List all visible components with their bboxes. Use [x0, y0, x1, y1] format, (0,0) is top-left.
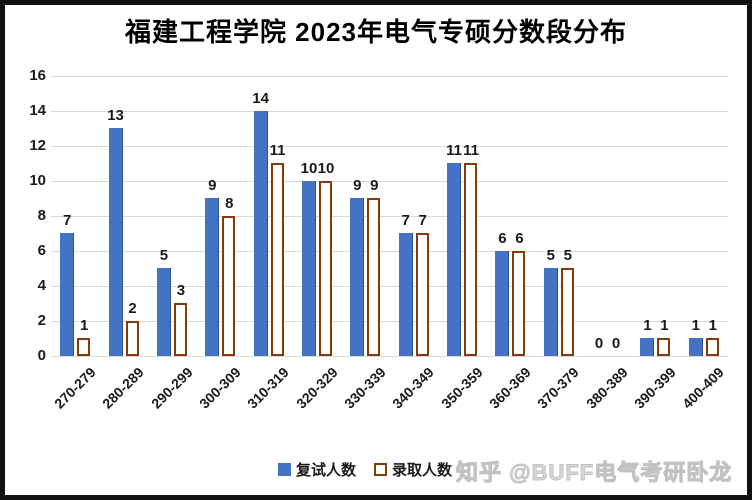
data-label-luqu-370-379: 5 — [563, 247, 572, 264]
data-label-fushi-330-339: 9 — [353, 177, 362, 194]
data-label-luqu-290-299: 3 — [176, 282, 186, 299]
bar-luqu-400-409 — [705, 338, 719, 356]
data-label-fushi-370-379: 5 — [546, 247, 555, 264]
x-axis-tick-label: 310-319 — [244, 364, 292, 412]
bar-fushi-330-339 — [350, 198, 365, 356]
bar-luqu-280-289 — [125, 321, 139, 356]
y-axis-tick-label: 6 — [37, 242, 46, 259]
data-label-fushi-400-409: 1 — [691, 317, 700, 334]
x-axis-tick-label: 300-309 — [195, 364, 244, 412]
bar-luqu-310-319 — [270, 163, 284, 356]
gridline-y-2 — [51, 321, 728, 322]
x-axis-tick-label: 380-389 — [582, 364, 631, 412]
chart-title: 福建工程学院 2023年电气专硕分数段分布 — [124, 17, 628, 47]
y-axis-tick-label: 2 — [37, 312, 46, 329]
data-label-fushi-320-329: 10 — [300, 160, 318, 177]
bar-luqu-360-369 — [512, 251, 526, 356]
data-label-luqu-270-279: 1 — [80, 317, 89, 334]
bar-luqu-290-299 — [173, 303, 187, 356]
bar-luqu-300-309 — [222, 216, 236, 356]
bar-luqu-350-359 — [464, 163, 478, 356]
gridline-y-14 — [51, 111, 728, 112]
y-axis-tick-label: 8 — [37, 207, 46, 224]
data-label-fushi-350-359: 11 — [446, 142, 462, 159]
x-axis-tick-label: 280-289 — [99, 364, 147, 412]
legend-item-luqu: 录取人数 — [374, 459, 452, 480]
gridline-y-8 — [51, 216, 728, 217]
bar-luqu-330-339 — [367, 198, 381, 356]
data-label-fushi-290-299: 5 — [159, 247, 169, 264]
bar-fushi-340-349 — [398, 233, 413, 356]
x-axis-tick-label: 350-359 — [437, 364, 486, 412]
y-axis-tick-label: 0 — [37, 347, 46, 364]
y-axis-tick-label: 14 — [29, 102, 46, 119]
data-label-luqu-380-389: 0 — [611, 335, 621, 352]
bar-luqu-340-349 — [415, 233, 429, 356]
gridline-y-0 — [51, 356, 728, 357]
data-label-luqu-390-399: 1 — [660, 317, 669, 334]
legend-label-fushi: 复试人数 — [296, 462, 357, 479]
bar-fushi-320-329 — [301, 181, 316, 356]
data-label-luqu-280-289: 2 — [128, 300, 137, 317]
x-axis-tick-label: 320-329 — [292, 364, 341, 412]
x-axis-tick-label: 370-379 — [534, 364, 583, 412]
data-label-fushi-340-349: 7 — [401, 212, 410, 229]
bar-fushi-290-299 — [156, 268, 171, 356]
x-axis-tick-label: 340-349 — [389, 364, 438, 412]
bar-fushi-350-359 — [447, 163, 462, 356]
x-axis-tick-label: 390-399 — [631, 364, 679, 412]
gridline-y-10 — [51, 181, 728, 182]
gridline-y-6 — [51, 251, 728, 252]
bar-fushi-370-379 — [543, 268, 558, 356]
bar-luqu-270-279 — [77, 338, 91, 356]
x-axis-tick-label: 330-339 — [340, 364, 389, 412]
watermark-zhihu: 知乎 @BUFF电气考研卧龙 — [455, 460, 733, 486]
data-label-fushi-360-369: 6 — [498, 230, 507, 247]
data-label-fushi-380-389: 0 — [594, 335, 604, 352]
data-label-luqu-310-319: 11 — [269, 142, 286, 159]
data-label-luqu-320-329: 10 — [317, 160, 335, 177]
bar-luqu-320-329 — [318, 181, 332, 356]
data-label-fushi-280-289: 13 — [107, 107, 124, 124]
bar-fushi-280-289 — [108, 128, 123, 356]
bar-fushi-310-319 — [253, 111, 268, 356]
y-axis-tick-label: 10 — [29, 172, 46, 189]
bar-fushi-360-369 — [495, 251, 510, 356]
bar-fushi-390-399 — [640, 338, 655, 356]
legend-swatch-fushi — [278, 463, 291, 476]
data-label-fushi-310-319: 14 — [252, 90, 269, 107]
data-label-luqu-360-369: 6 — [515, 230, 524, 247]
x-axis-tick-label: 400-409 — [679, 364, 728, 412]
y-axis-tick-label: 4 — [37, 277, 46, 294]
bar-fushi-300-309 — [205, 198, 220, 356]
data-label-luqu-350-359: 11 — [463, 142, 479, 159]
bar-luqu-390-399 — [657, 338, 671, 356]
x-axis-tick-label: 290-299 — [147, 364, 196, 412]
data-label-fushi-390-399: 1 — [643, 317, 652, 334]
legend: 复试人数 录取人数 — [278, 459, 452, 480]
legend-swatch-luqu — [374, 463, 388, 476]
x-axis-tick-label: 360-369 — [486, 364, 534, 412]
legend-item-fushi: 复试人数 — [278, 459, 356, 480]
data-label-luqu-300-309: 8 — [225, 195, 234, 212]
y-axis-tick-label: 12 — [29, 137, 46, 154]
bar-fushi-400-409 — [688, 338, 703, 356]
gridline-y-4 — [51, 286, 728, 287]
data-label-luqu-340-349: 7 — [418, 212, 427, 229]
bar-luqu-370-379 — [560, 268, 574, 356]
data-label-luqu-400-409: 1 — [708, 317, 717, 334]
data-label-fushi-300-309: 9 — [208, 177, 217, 194]
gridline-y-16 — [51, 76, 728, 77]
y-axis-tick-label: 16 — [29, 67, 46, 84]
x-axis-tick-label: 270-279 — [50, 364, 99, 412]
data-label-luqu-330-339: 9 — [370, 177, 379, 194]
data-label-fushi-270-279: 7 — [63, 212, 72, 229]
bar-fushi-270-279 — [60, 233, 75, 356]
legend-label-luqu: 录取人数 — [392, 462, 453, 479]
gridline-y-12 — [51, 146, 728, 147]
